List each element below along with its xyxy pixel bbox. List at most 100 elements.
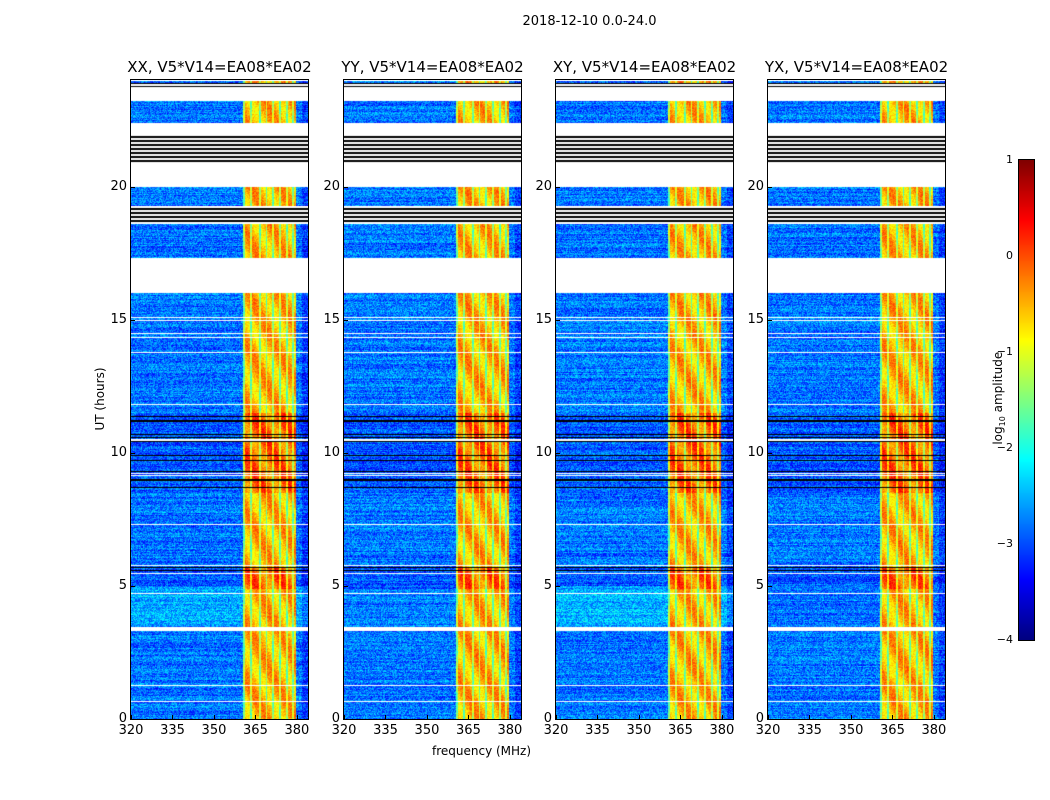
x-tick-label: 365 xyxy=(668,723,693,738)
colorbar xyxy=(1018,159,1035,641)
x-tick-mark xyxy=(131,715,132,719)
y-tick-label: 10 xyxy=(747,444,764,460)
y-tick-mark xyxy=(344,452,348,454)
y-tick-mark xyxy=(556,452,560,454)
x-tick-mark xyxy=(933,715,935,719)
colorbar-label-rest: amplitude xyxy=(990,351,1005,417)
x-tick-mark xyxy=(255,715,257,719)
y-tick-mark xyxy=(768,186,772,188)
spectrogram-panel-2 xyxy=(555,79,734,720)
y-tick-mark xyxy=(556,319,560,321)
x-tick-mark xyxy=(172,715,174,719)
y-tick-mark xyxy=(768,719,772,720)
x-tick-mark xyxy=(213,715,215,719)
y-tick-mark xyxy=(131,319,135,321)
spectrogram-image xyxy=(344,80,521,719)
y-tick-label: 10 xyxy=(110,444,127,460)
y-tick-label: 15 xyxy=(323,311,340,327)
y-tick-mark xyxy=(344,719,348,720)
y-tick-label: 15 xyxy=(747,311,764,327)
y-tick-mark xyxy=(131,719,135,720)
x-tick-mark xyxy=(509,715,511,719)
x-tick-mark xyxy=(850,715,852,719)
spectrogram-image xyxy=(556,80,733,719)
figure-title: 2018-12-10 0.0-24.0 xyxy=(522,14,657,29)
colorbar-tick-label: 1 xyxy=(1006,153,1013,166)
y-tick-mark xyxy=(131,585,135,587)
x-tick-label: 380 xyxy=(497,723,523,738)
y-tick-mark xyxy=(344,319,348,321)
y-tick-label: 10 xyxy=(535,444,552,460)
y-tick-mark xyxy=(344,186,348,188)
y-tick-label: 20 xyxy=(323,178,340,194)
x-tick-label: 350 xyxy=(626,723,652,738)
spectrogram-panel-0 xyxy=(130,79,309,720)
y-tick-label: 15 xyxy=(535,311,552,327)
y-tick-mark xyxy=(344,585,348,587)
x-tick-label: 350 xyxy=(838,723,864,738)
colorbar-tick-label: 0 xyxy=(1006,249,1013,262)
x-tick-label: 380 xyxy=(284,723,310,738)
x-tick-mark xyxy=(597,715,599,719)
colorbar-tick-label: −2 xyxy=(996,441,1013,454)
panel-title: YX, V5*V14=EA08*EA02 xyxy=(764,58,949,76)
y-tick-mark xyxy=(556,585,560,587)
y-axis-label: UT (hours) xyxy=(93,367,107,431)
x-tick-mark xyxy=(809,715,811,719)
x-tick-label: 335 xyxy=(585,723,610,738)
y-tick-label: 10 xyxy=(323,444,340,460)
x-tick-mark xyxy=(892,715,894,719)
x-tick-label: 335 xyxy=(160,723,185,738)
x-tick-mark xyxy=(468,715,470,719)
x-tick-label: 335 xyxy=(373,723,398,738)
colorbar-tick-label: −4 xyxy=(996,633,1013,646)
x-tick-mark xyxy=(768,715,769,719)
colorbar-gradient xyxy=(1019,160,1034,640)
panel-title: XY, V5*V14=EA08*EA02 xyxy=(552,58,737,76)
y-tick-label: 0 xyxy=(755,711,764,726)
x-tick-mark xyxy=(680,715,682,719)
x-tick-label: 350 xyxy=(201,723,227,738)
colorbar-label-sub: 10 xyxy=(998,416,1008,427)
y-tick-mark xyxy=(556,719,560,720)
y-tick-mark xyxy=(131,186,135,188)
x-tick-label: 365 xyxy=(243,723,268,738)
y-tick-label: 0 xyxy=(543,711,552,726)
y-tick-label: 20 xyxy=(110,178,127,194)
x-tick-label: 320 xyxy=(543,723,569,738)
panel-title: YY, V5*V14=EA08*EA02 xyxy=(341,58,524,76)
y-tick-mark xyxy=(768,319,772,321)
y-tick-label: 5 xyxy=(543,577,552,593)
colorbar-tick-label: −3 xyxy=(996,537,1013,550)
spectrogram-image xyxy=(131,80,308,719)
x-tick-label: 365 xyxy=(880,723,905,738)
y-tick-label: 5 xyxy=(118,577,127,593)
y-tick-label: 5 xyxy=(331,577,340,593)
x-tick-label: 335 xyxy=(797,723,822,738)
x-tick-mark xyxy=(344,715,345,719)
y-tick-label: 20 xyxy=(747,178,764,194)
x-tick-label: 350 xyxy=(414,723,440,738)
y-tick-label: 0 xyxy=(331,711,340,726)
x-tick-mark xyxy=(721,715,723,719)
spectrogram-image xyxy=(768,80,945,719)
x-axis-label: frequency (MHz) xyxy=(432,744,532,758)
x-tick-mark xyxy=(296,715,298,719)
x-tick-mark xyxy=(638,715,640,719)
colorbar-tick-label: −1 xyxy=(996,345,1013,358)
spectrogram-panel-1 xyxy=(343,79,522,720)
y-tick-mark xyxy=(131,452,135,454)
y-tick-label: 20 xyxy=(535,178,552,194)
y-tick-label: 15 xyxy=(110,311,127,327)
x-tick-mark xyxy=(385,715,387,719)
x-tick-label: 365 xyxy=(456,723,481,738)
spectrogram-panel-3 xyxy=(767,79,946,720)
y-tick-label: 5 xyxy=(755,577,764,593)
x-tick-label: 380 xyxy=(709,723,735,738)
x-tick-label: 320 xyxy=(331,723,357,738)
x-tick-mark xyxy=(556,715,557,719)
y-tick-mark xyxy=(768,585,772,587)
x-tick-label: 320 xyxy=(755,723,781,738)
y-tick-mark xyxy=(768,452,772,454)
